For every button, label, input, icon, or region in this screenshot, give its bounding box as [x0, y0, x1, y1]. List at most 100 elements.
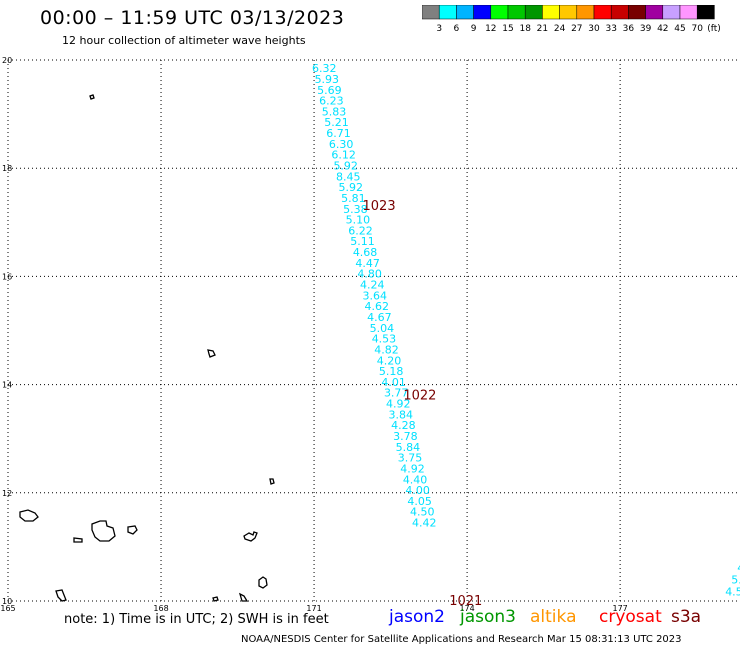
legend-label: 45	[674, 24, 685, 34]
footer-note: note: 1) Time is in UTC; 2) SWH is in fe…	[64, 612, 329, 627]
y-tick-label: 10	[2, 597, 12, 606]
island-outline	[127, 525, 138, 535]
legend-label: 39	[640, 24, 652, 34]
pressure-label: 1021	[449, 594, 482, 609]
swh-data-point: 4.53	[372, 333, 397, 346]
legend-label: 70	[691, 24, 703, 34]
swh-data-point: 5.69	[317, 84, 342, 97]
swh-data-point: 4.40	[403, 473, 428, 486]
swh-data-point: 5.21	[324, 116, 349, 129]
swh-data-point: 4.	[737, 561, 740, 574]
swh-data-point: 4.01	[381, 376, 406, 389]
swh-data-point: 4.62	[365, 300, 390, 313]
swh-data-point: 4.57	[725, 585, 740, 598]
swh-data-point: 4.00	[405, 484, 430, 497]
swh-data-point: 6.12	[331, 149, 356, 162]
satellite-label-altika: altika	[530, 607, 577, 627]
swh-data-point: 5.92	[339, 181, 364, 194]
legend-label: 27	[571, 24, 582, 34]
y-tick-label: 12	[2, 489, 12, 498]
swh-data-point: 3.77	[384, 387, 409, 400]
island-outline	[207, 349, 216, 358]
chart-title: 00:00 – 11:59 UTC 03/13/2023	[40, 7, 345, 29]
swh-data-point: 6.30	[329, 138, 354, 151]
legend-unit: (ft)	[707, 24, 721, 34]
swh-data-point: 5.11	[350, 235, 375, 248]
y-tick-label: 20	[2, 56, 12, 65]
swh-data-point: 3.78	[393, 430, 418, 443]
swh-data-point: 4.05	[407, 495, 432, 508]
swh-data-point: 5.10	[346, 214, 371, 227]
swh-data-point: 4.24	[360, 279, 385, 292]
y-tick-label: 16	[2, 272, 12, 281]
island-outline	[258, 576, 268, 589]
swh-data-point: 5.93	[315, 73, 340, 86]
color-legend: 3 6 9 12 15 18 21 24 27 30 33 36 39 42 45 70 (ft)	[422, 5, 721, 34]
legend-label: 9	[471, 24, 477, 34]
swh-data-point: 4.68	[353, 246, 378, 259]
pressure-label: 1022	[403, 388, 436, 403]
legend-label: 3	[436, 24, 442, 34]
island-outline	[73, 537, 83, 543]
swh-data-point: 5.92	[333, 159, 358, 172]
swh-data-point: 3.84	[389, 408, 414, 421]
swh-data-point: 5.81	[341, 192, 366, 205]
island-outline	[89, 94, 95, 100]
pressure-label: 1023	[363, 199, 396, 214]
swh-data-point: 4.47	[355, 257, 380, 270]
y-tick-label: 18	[2, 164, 12, 173]
swh-data-point: 3.64	[363, 289, 388, 302]
legend-label: 24	[554, 24, 566, 34]
swh-data-point: 6.23	[319, 95, 344, 108]
swh-data-point: 4.28	[391, 419, 416, 432]
satellite-label-jason3: jason3	[460, 607, 516, 627]
legend-label: 33	[605, 24, 616, 34]
legend-label: 21	[537, 24, 548, 34]
swh-data-point: 4.92	[386, 398, 411, 411]
x-tick-label: 171	[306, 604, 321, 613]
satellite-label-cryosat: cryosat	[599, 607, 662, 627]
swh-data-point: 6.71	[326, 127, 351, 140]
swh-data-point: 5.38	[343, 203, 368, 216]
swh-data-point: 4.92	[400, 462, 425, 475]
legend-label: 42	[657, 24, 668, 34]
x-tick-label: 174	[459, 604, 474, 613]
swh-data-point: 4.82	[374, 343, 399, 356]
island-outline	[243, 531, 258, 542]
y-tick-label: 14	[2, 381, 12, 390]
swh-data-point: 6.22	[348, 224, 373, 237]
swh-data-point: 3.75	[398, 452, 423, 465]
chart-subtitle: 12 hour collection of altimeter wave hei…	[62, 34, 306, 47]
swh-data-point: 5.84	[396, 441, 421, 454]
legend-label: 6	[454, 24, 460, 34]
swh-data-point: 8.45	[336, 170, 361, 183]
swh-data-point: 4.80	[357, 268, 382, 281]
swh-data-point: 5.1	[731, 573, 740, 586]
island-outline	[91, 520, 116, 542]
swh-data-point: 4.20	[377, 354, 402, 367]
satellite-label-jason2: jason2	[389, 607, 445, 627]
island-outline	[238, 592, 249, 602]
x-tick-label: 177	[612, 604, 627, 613]
swh-data-point: 4.67	[367, 311, 392, 324]
satellite-label-s3a: s3a	[671, 607, 702, 627]
footer-credit: NOAA/NESDIS Center for Satellite Applica…	[241, 634, 682, 645]
swh-data-point: 5.04	[370, 322, 395, 335]
swh-data-point: 4.50	[410, 506, 435, 519]
legend-label: 12	[485, 24, 496, 34]
legend-label: 18	[519, 24, 531, 34]
swh-data-point: 5.18	[379, 365, 404, 378]
island-outline	[55, 589, 67, 602]
swh-data-point: 4.42	[412, 517, 437, 530]
swh-data-point: 6.32	[312, 62, 337, 75]
legend-label: 36	[623, 24, 635, 34]
swh-data-point: 5.83	[322, 105, 347, 118]
legend-swatch	[696, 5, 715, 20]
legend-label: 15	[502, 24, 513, 34]
island-outline	[19, 509, 39, 522]
island-outline	[212, 596, 219, 602]
legend-label: 30	[588, 24, 600, 34]
x-tick-label: 168	[153, 604, 168, 613]
x-tick-label: 165	[0, 604, 15, 613]
